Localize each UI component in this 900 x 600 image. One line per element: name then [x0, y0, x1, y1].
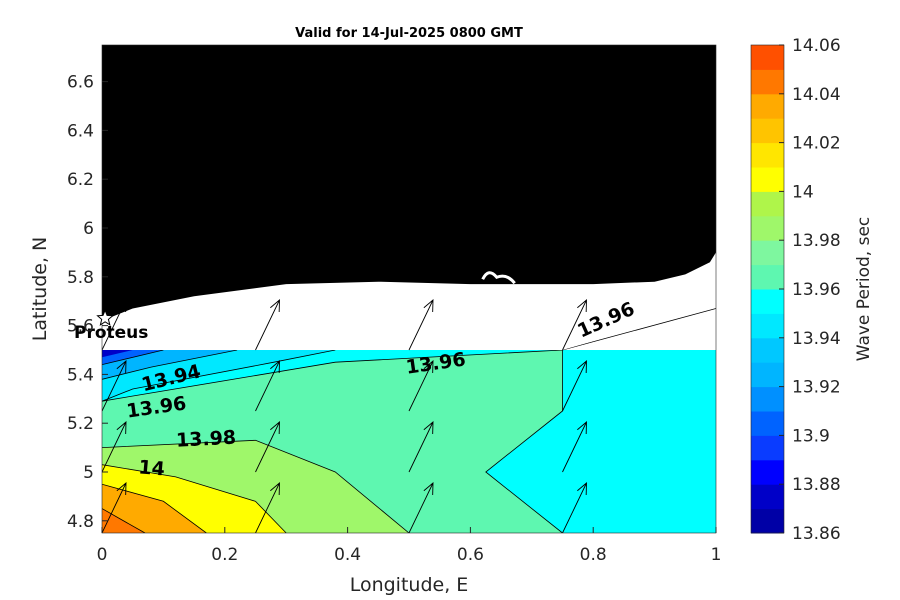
colorbar-tick-label: 13.98 — [792, 231, 841, 251]
y-axis-label: Latitude, N — [29, 237, 51, 342]
colorbar-segment — [751, 69, 784, 95]
contour-line — [102, 508, 146, 533]
wave-direction-arrows — [102, 299, 587, 533]
wave-arrow — [102, 482, 127, 533]
land-mask — [102, 45, 716, 350]
wave-arrow — [408, 299, 434, 351]
wave-arrow — [102, 360, 127, 412]
colorbar-label: Wave Period, sec — [854, 217, 874, 362]
colorbar-tick-label: 14.04 — [792, 85, 841, 105]
contour-line — [102, 349, 238, 380]
wave-arrow — [408, 421, 434, 473]
y-tick-label: 6 — [83, 219, 94, 239]
contour-line — [102, 464, 287, 533]
colorbar-segment — [751, 167, 784, 192]
colorbar-tick-label: 14.06 — [792, 36, 841, 56]
colorbar-segment — [751, 435, 784, 461]
y-tick-label: 5 — [83, 463, 94, 483]
colorbar-tick-label: 13.94 — [792, 329, 841, 349]
contour-line — [102, 349, 563, 533]
colorbar-tick-label: 13.92 — [792, 378, 841, 398]
colorbar-segment — [751, 93, 784, 119]
station-star-icon — [96, 308, 114, 326]
colorbar-segment — [751, 508, 784, 534]
x-tick-label: 0.2 — [211, 545, 238, 565]
wave-arrow — [255, 421, 280, 473]
wave-arrow — [562, 360, 587, 412]
y-tick-label: 5.8 — [67, 268, 94, 288]
x-tick-label: 0.6 — [457, 545, 484, 565]
wave-arrow — [102, 299, 127, 351]
y-tick-label: 6.6 — [67, 73, 94, 93]
plot-frame — [101, 44, 717, 534]
x-tick-label: 0 — [97, 545, 108, 565]
wave-arrow — [562, 299, 587, 351]
colorbar-segment — [751, 484, 784, 510]
wave-arrow — [562, 421, 587, 473]
island-outline — [481, 271, 516, 285]
coastal-strip — [102, 252, 716, 350]
y-axis-ticks: 4.8 5 5.2 5.4 5.6 5.8 6 6.2 6.4 6.6 — [67, 73, 108, 532]
station-marker: Proteus — [74, 308, 148, 343]
colorbar-tick-label: 13.88 — [792, 475, 841, 495]
colorbar-segment — [751, 142, 784, 168]
plot-area — [102, 45, 716, 533]
y-tick-label: 6.4 — [67, 121, 94, 141]
wave-arrow — [102, 421, 127, 473]
contour-line — [102, 439, 410, 533]
wave-arrow — [255, 360, 280, 412]
colorbar-segment — [751, 289, 784, 314]
colorbar-segment — [751, 386, 784, 412]
colorbar-segment — [751, 240, 784, 266]
colorbar-tick-label: 14 — [792, 182, 814, 202]
colorbar-tick-label: 13.86 — [792, 524, 841, 544]
x-axis-ticks: 0 0.2 0.4 0.6 0.8 1 — [97, 527, 722, 565]
contour-band — [102, 350, 238, 380]
y-tick-label: 5.4 — [67, 365, 94, 385]
x-tick-label: 0.4 — [334, 545, 361, 565]
colorbar-tick-label: 13.96 — [792, 280, 841, 300]
contour-label: 13.98 — [175, 427, 236, 452]
x-tick-label: 1 — [711, 545, 722, 565]
x-axis-label: Longitude, E — [350, 574, 469, 596]
contour-band — [102, 350, 133, 358]
station-name: Proteus — [74, 323, 148, 343]
colorbar-segment — [751, 337, 784, 363]
x-tick-label: 0.8 — [580, 545, 607, 565]
wave-arrow — [408, 360, 434, 412]
wave-arrow — [408, 482, 434, 533]
colorbar-segment — [751, 459, 784, 485]
y-tick-label: 4.8 — [67, 512, 94, 532]
colorbar-segment — [751, 118, 784, 144]
colorbar-segment — [751, 215, 784, 241]
colorbar-tick-label: 13.9 — [792, 426, 830, 446]
contour-line — [102, 349, 336, 402]
colorbar-segment — [751, 411, 784, 436]
land-area — [102, 45, 716, 321]
contour-line — [562, 308, 716, 351]
colorbar-segment — [751, 264, 784, 290]
colorbar-segment — [751, 362, 784, 388]
colorbar-segment — [751, 313, 784, 339]
y-tick-label: 6.2 — [67, 170, 94, 190]
wave-arrow — [255, 299, 280, 351]
y-tick-label: 5.6 — [67, 317, 94, 337]
colorbar-segment — [751, 191, 784, 217]
contour-lines — [102, 308, 716, 533]
colorbar-segment — [751, 45, 784, 70]
wave-arrow — [562, 482, 587, 533]
colorbar-tick-label: 14.02 — [792, 134, 841, 154]
y-tick-label: 5.2 — [67, 414, 94, 434]
chart-title: Valid for 14-Jul-2025 0800 GMT — [295, 26, 523, 41]
contour-band — [102, 484, 207, 533]
wave-arrow — [255, 482, 280, 533]
contour-label: 14 — [138, 456, 166, 480]
contour-line — [102, 349, 164, 365]
colorbar: 13.86 13.88 13.9 13.92 13.94 13.96 13.98 14 14.0… — [750, 36, 841, 544]
